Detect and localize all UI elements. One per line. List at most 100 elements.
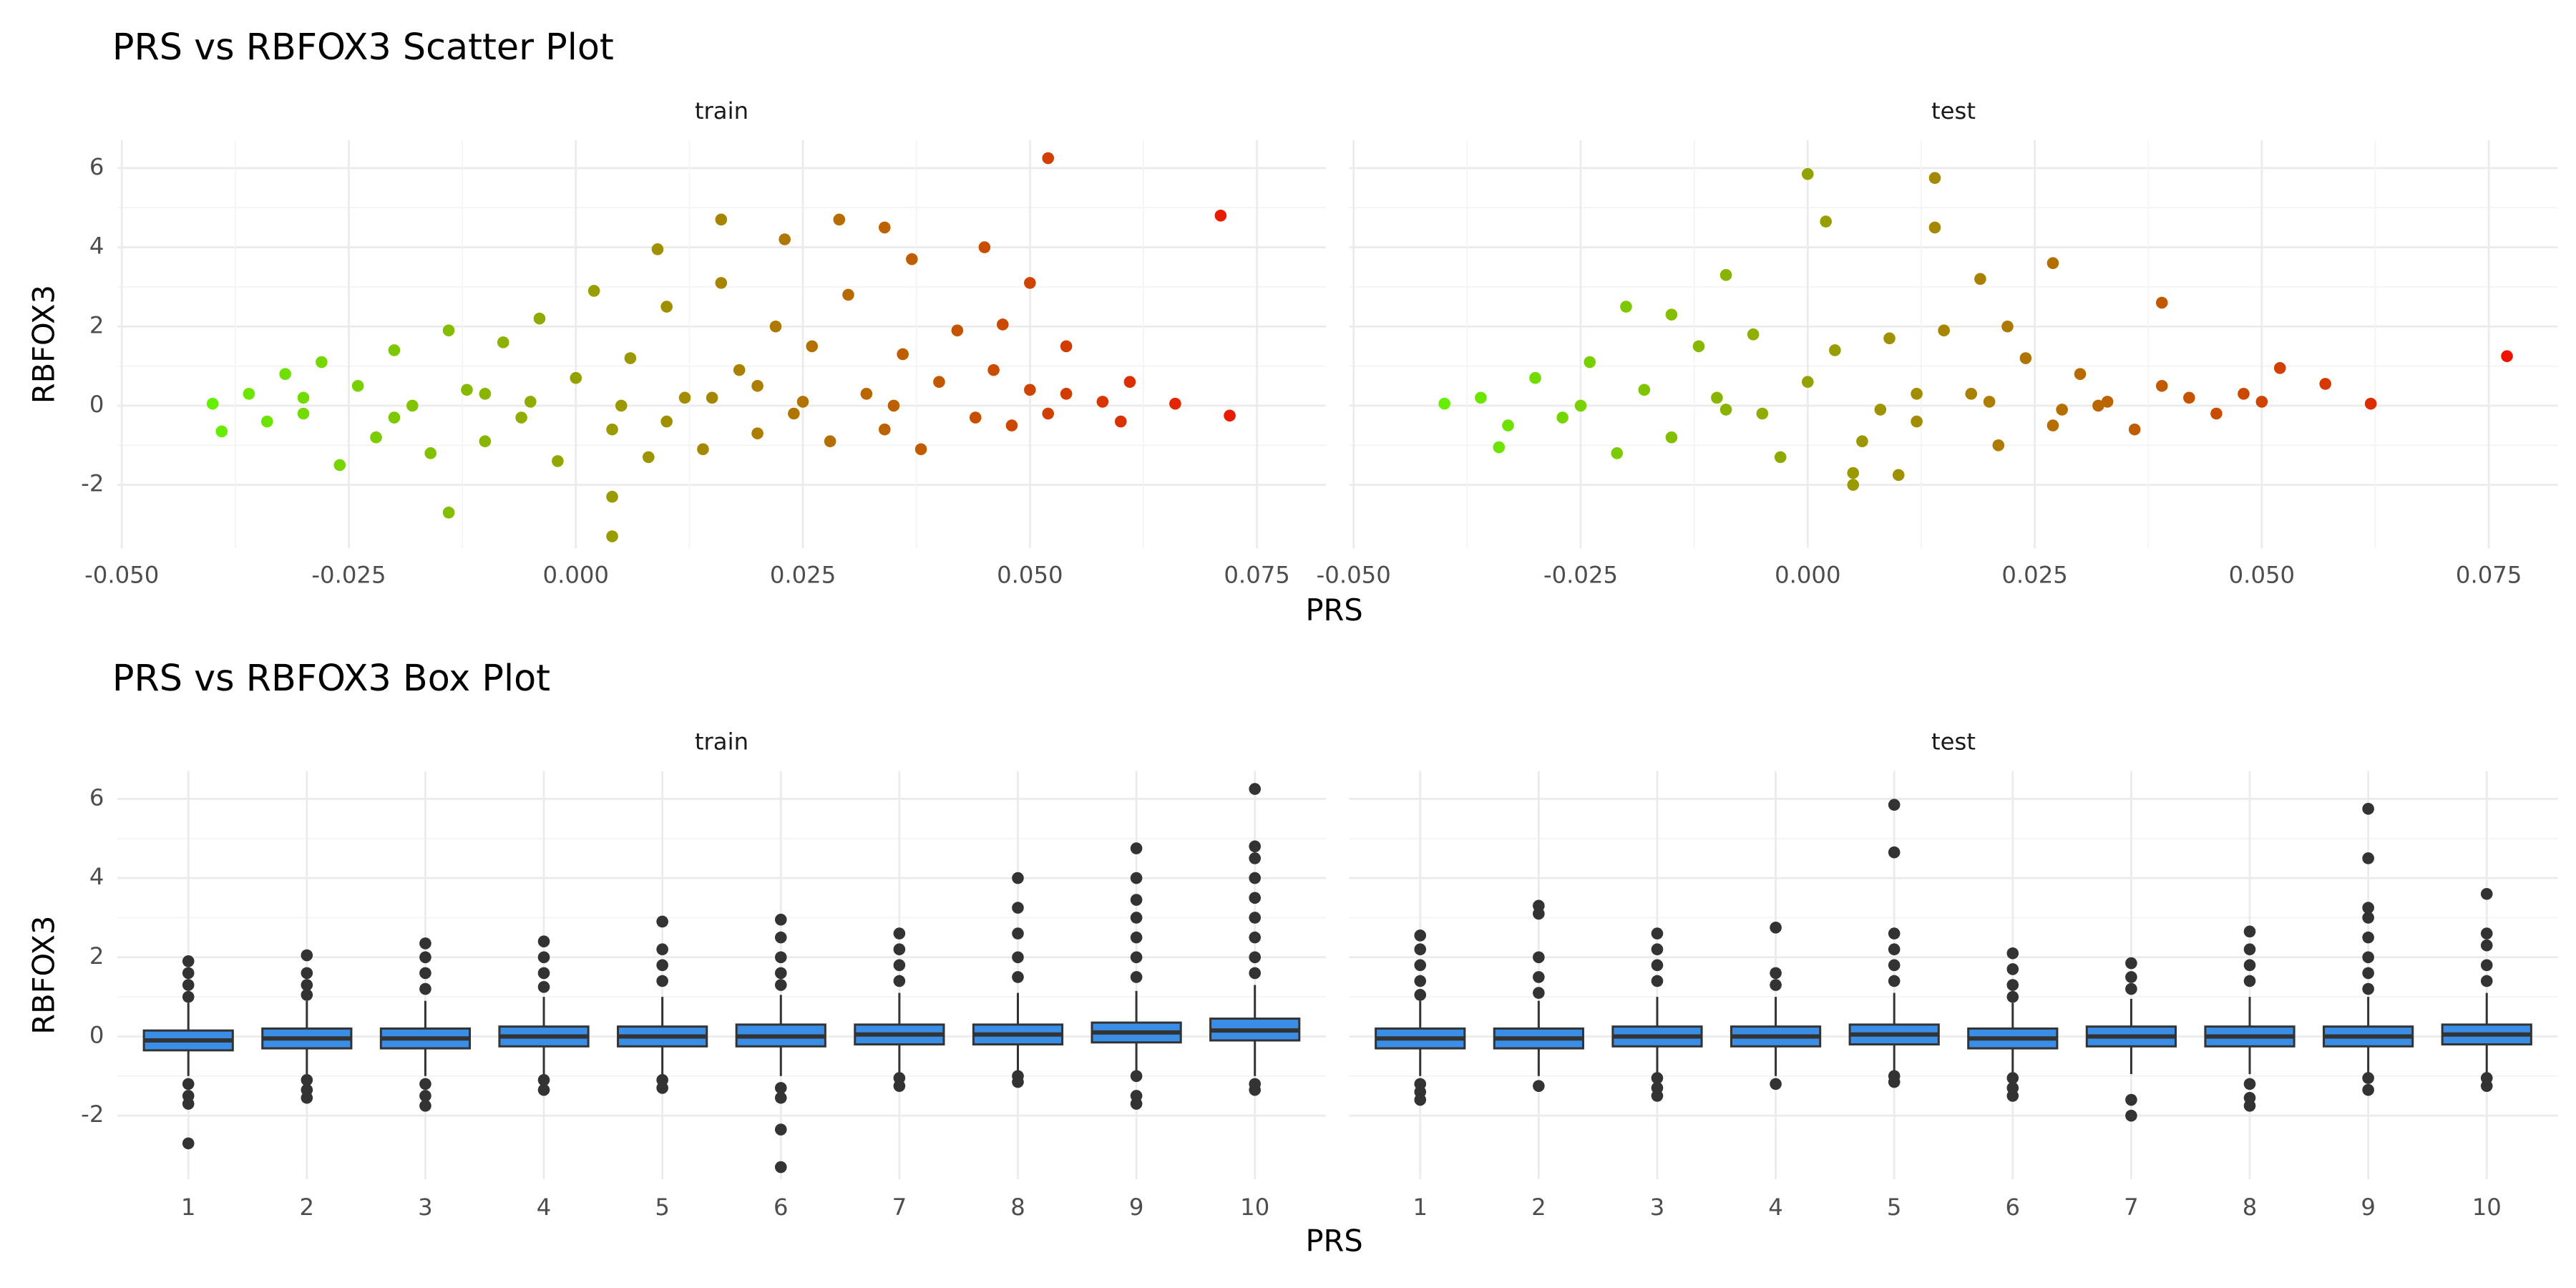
outlier [774,951,787,964]
point [2364,397,2377,410]
y-tick-label: 0 [89,391,104,418]
outlier [301,949,313,962]
point [2155,296,2168,309]
point [987,364,1000,376]
x-tick-label: 1 [181,1194,196,1221]
point [1974,273,1986,286]
point [370,431,382,444]
outlier [301,967,313,980]
point [1820,215,1832,228]
outlier [301,979,313,991]
x-tick-label: 0.025 [770,561,836,588]
outlier [537,1074,550,1086]
x-tick-label: 5 [1887,1194,1902,1221]
point [552,455,564,467]
outlier [2362,982,2374,995]
point [388,411,401,424]
point [706,391,718,404]
outlier [1414,959,1427,972]
point [297,391,310,404]
outlier [774,1082,787,1094]
outlier [1533,907,1545,920]
y-tick-label: -2 [81,470,104,497]
point [1774,451,1787,464]
y-tick-label: 6 [89,784,104,811]
point [1556,411,1568,424]
point [1756,407,1769,420]
point [2056,404,2068,416]
outlier [1130,951,1143,964]
point [842,288,854,301]
point [1856,435,1868,448]
point [2183,391,2195,404]
outlier [537,967,550,980]
outlier [419,951,431,964]
outlier [419,937,431,950]
outlier [1651,1090,1664,1102]
outlier [1249,967,1262,980]
x-tick-label: 0.025 [2001,561,2067,588]
outlier [1651,1072,1664,1084]
point [606,490,618,503]
outlier [893,959,906,972]
point [479,435,492,448]
point [996,318,1009,331]
point [533,312,546,325]
point [1114,415,1127,428]
point [833,213,846,226]
outlier [419,1090,431,1102]
point [479,388,492,400]
point [1665,308,1678,321]
point [878,221,891,234]
point [779,233,791,245]
outlier [1770,921,1782,934]
outlier [656,959,668,972]
outlier [1651,959,1664,972]
point [2001,320,2014,333]
point [914,443,927,456]
point [660,301,673,313]
point [260,415,273,428]
point [824,435,836,448]
outlier [1533,951,1545,964]
outlier [2362,1083,2374,1096]
point [1529,371,1541,384]
outlier [1533,971,1545,983]
outlier [301,1091,313,1104]
point [897,348,909,361]
point [878,423,891,436]
point [1638,384,1651,396]
x-tick-label: 9 [1129,1194,1144,1221]
x-tick-label: 6 [2006,1194,2021,1221]
x-tick-label: 3 [1650,1194,1665,1221]
outlier [2125,957,2137,970]
outlier [1130,842,1143,854]
outlier [774,1161,787,1174]
outlier [1533,987,1545,999]
point [2273,362,2286,374]
x-tick-label: 2 [300,1194,315,1221]
outlier [419,1078,431,1091]
outlier [537,951,550,964]
point [1829,344,1841,356]
point [642,451,655,464]
point [887,399,900,412]
point [715,277,728,289]
point [461,384,473,396]
x-tick-label: 7 [2124,1194,2139,1221]
outlier [2243,975,2256,987]
point [333,459,346,472]
outlier [1770,1078,1782,1091]
outlier [2480,1080,2493,1092]
point [2155,379,2168,392]
outlier [2006,963,2019,975]
outlier [1770,967,1782,980]
outlier [182,1137,195,1150]
point [1983,396,1996,408]
point [2046,419,2059,431]
point [1883,332,1896,345]
point [1042,407,1055,420]
outlier [2362,852,2374,864]
point [969,411,982,424]
